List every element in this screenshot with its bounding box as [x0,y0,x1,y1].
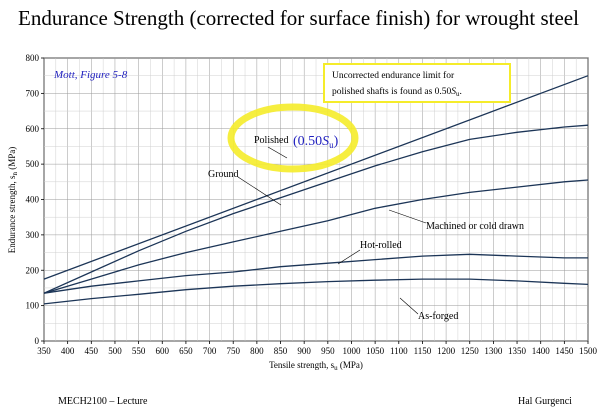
x-tick-label: 1300 [484,346,503,356]
label-machined: Machined or cold drawn [426,221,524,232]
x-tick-label: 550 [132,346,146,356]
series-lines [43,75,589,305]
x-tick-label: 400 [61,346,75,356]
x-axis-title: Tensile strength, su (MPa) [269,360,363,372]
series-line-hot-rolled [43,253,588,294]
label-as-forged: As-forged [418,311,458,322]
footer-course: MECH2100 – Lecture [58,396,148,407]
series-line-as-forged [43,278,589,305]
x-tick-label: 650 [179,346,193,356]
label-polished: Polished [254,135,288,146]
y-ticks: 0 100 200 300 400 500 600 700 800 [26,53,44,346]
y-tick-label: 600 [26,124,40,134]
x-tick-label: 1500 [579,346,598,356]
footer-author: Hal Gurgenci [518,396,572,407]
label-polished-formula: (0.50Su) [293,134,339,150]
x-tick-label: 500 [108,346,122,356]
x-tick-label: 1000 [342,346,361,356]
x-tick-label: 600 [156,346,170,356]
x-tick-label: 1050 [366,346,385,356]
x-tick-label: 750 [226,346,240,356]
y-tick-label: 400 [26,195,40,205]
x-ticks: 350 400 450 500 550 600 650 700 750 800 850 900 950 1… [37,341,598,356]
y-tick-label: 700 [26,88,40,98]
y-tick-label: 200 [26,265,40,275]
x-tick-label: 350 [37,346,51,356]
x-tick-label: 900 [297,346,311,356]
x-tick-label: 1200 [437,346,456,356]
x-tick-label: 1450 [555,346,574,356]
leader-machined [388,209,427,224]
leader-hot-rolled [337,249,361,265]
series-line-polished [43,75,589,280]
highlight-ellipse [227,103,359,173]
leader-as-forged [399,297,419,315]
series-line-ground [43,124,589,294]
label-hot-rolled: Hot-rolled [360,240,402,251]
y-axis-title: Endurance strength, sn (MPa) [7,147,19,253]
x-tick-label: 1100 [390,346,408,356]
callout-box [323,63,511,103]
slide-title: Endurance Strength (corrected for surfac… [18,6,579,30]
leader-ground [237,176,282,206]
y-tick-label: 100 [26,301,40,311]
y-tick-label: 500 [26,159,40,169]
callout-line-2: polished shafts is found as 0.50Su. [332,86,462,98]
label-ground: Ground [208,169,239,180]
source-note: Mott, Figure 5-8 [53,69,128,81]
y-tick-label: 800 [26,53,40,63]
x-tick-label: 1150 [414,346,432,356]
leader-polished [267,146,288,159]
callout-line-1: Uncorrected endurance limit for [332,70,455,81]
x-tick-label: 800 [250,346,264,356]
series-line-machined-or-cold-drawn [43,179,589,294]
x-tick-label: 1250 [461,346,480,356]
x-tick-label: 450 [85,346,99,356]
y-tick-label: 0 [35,336,40,346]
x-tick-label: 950 [321,346,335,356]
x-tick-label: 850 [274,346,288,356]
x-tick-label: 1350 [508,346,527,356]
y-tick-label: 300 [26,230,40,240]
x-tick-label: 700 [203,346,217,356]
x-tick-label: 1400 [532,346,551,356]
